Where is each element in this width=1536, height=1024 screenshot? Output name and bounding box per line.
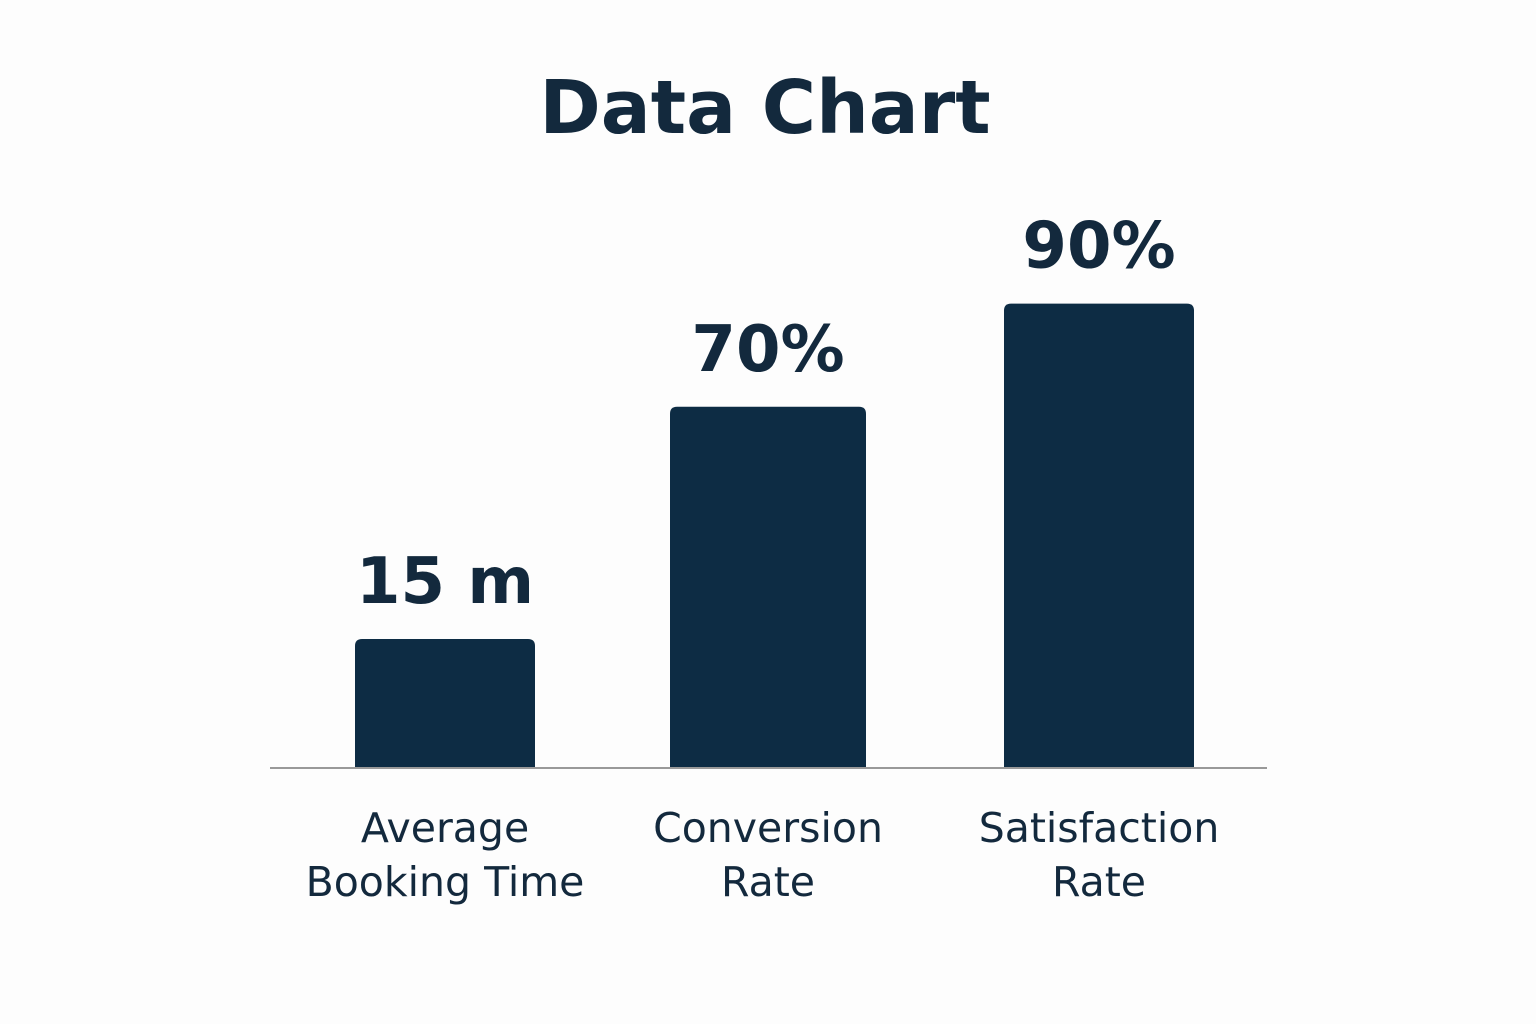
category-label-0-line-1: Booking Time: [306, 858, 585, 906]
category-label-1-line-1: Rate: [721, 858, 815, 906]
category-label-1: Conversion Rate: [653, 804, 883, 906]
category-label-1-line-0: Conversion: [653, 804, 883, 852]
category-label-0: Average Booking Time: [306, 804, 585, 906]
bar-1: [670, 406, 866, 768]
category-label-2-line-1: Rate: [1052, 858, 1146, 906]
value-label-1: 70%: [691, 313, 844, 387]
bar-2: [1004, 303, 1194, 768]
category-label-2: Satisfaction Rate: [979, 804, 1220, 906]
value-label-2: 90%: [1022, 210, 1175, 284]
chart-title: Data Chart: [539, 65, 990, 151]
category-label-0-line-0: Average: [361, 804, 529, 852]
labels-group: 15 m Average Booking Time 70% Conversion Rate…: [306, 210, 1220, 906]
category-label-2-line-0: Satisfaction: [979, 804, 1220, 852]
value-label-0: 15 m: [356, 545, 534, 619]
bar-0: [355, 639, 535, 768]
bars-group: [355, 303, 1194, 768]
